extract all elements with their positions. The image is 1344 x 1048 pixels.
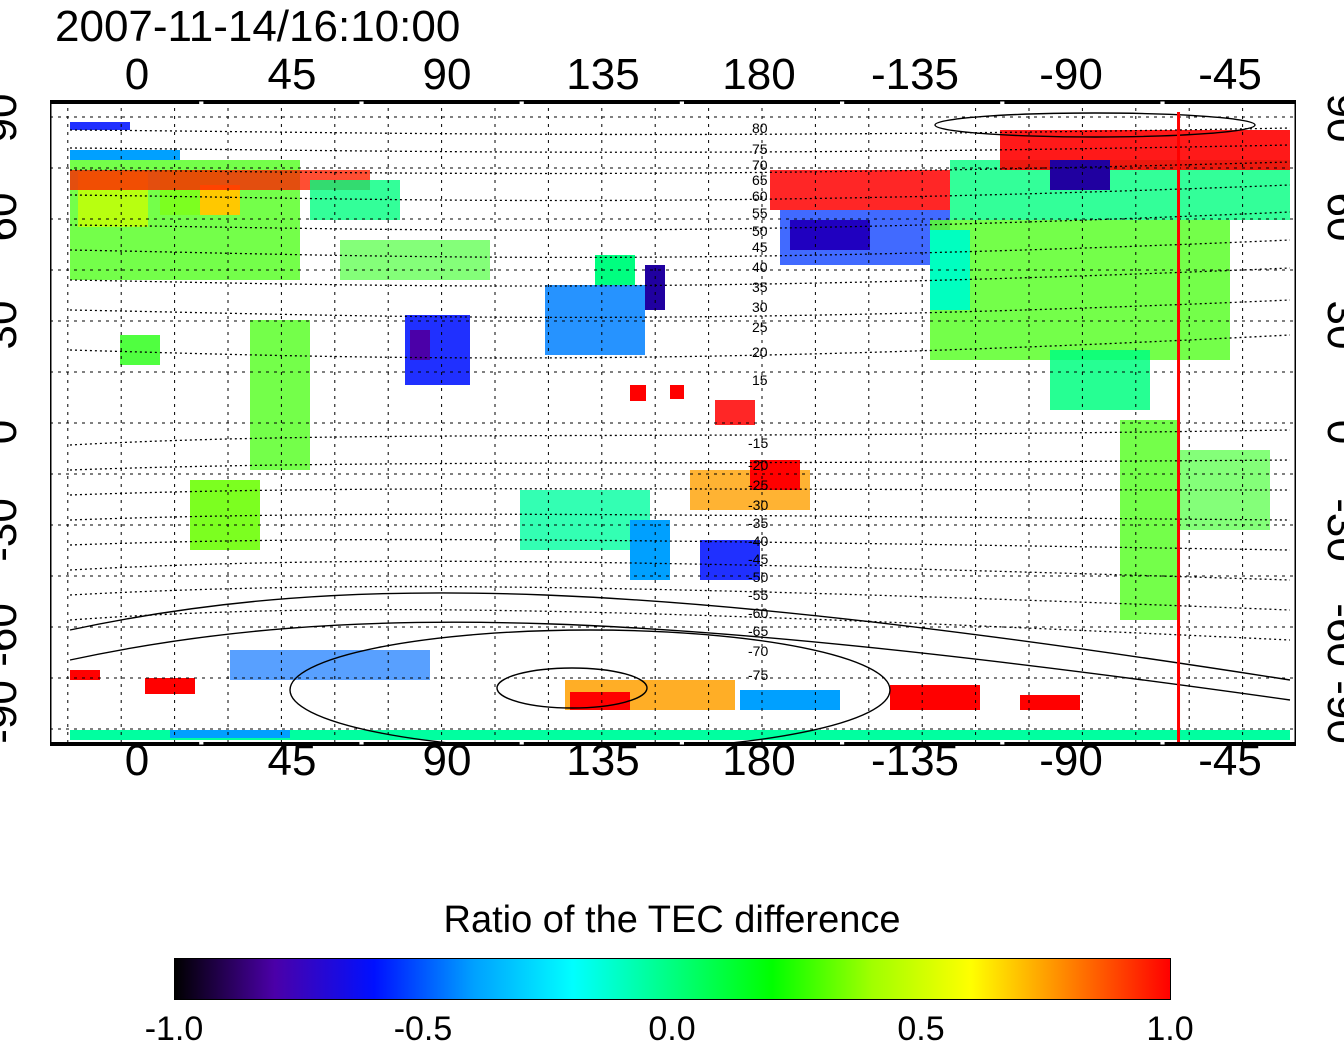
frame-tick-bar (1004, 100, 1161, 104)
contour-label: -60 (748, 605, 768, 621)
frame-tick-bar (523, 100, 680, 104)
lat-tick-right: 0 (1318, 420, 1344, 444)
lat-tick-left: 30 (0, 300, 26, 350)
colorbar (174, 958, 1171, 1000)
contour-label: 40 (752, 259, 768, 275)
contour-label: -65 (748, 623, 768, 639)
colorbar-tick: 0.5 (897, 1010, 945, 1048)
contour-label: 45 (752, 239, 768, 255)
contour-label: -35 (748, 515, 768, 531)
contour-label: 50 (752, 223, 768, 239)
contour-label: 55 (752, 205, 768, 221)
contour-label: -75 (748, 667, 768, 683)
contour-label: -20 (748, 457, 768, 473)
lat-tick-right: 30 (1318, 300, 1344, 350)
colorbar-tick: 1.0 (1146, 1010, 1194, 1048)
frame-tick-bar (844, 100, 1001, 104)
contour-label: -15 (748, 435, 768, 451)
lat-tick-right: -60 (1318, 603, 1344, 667)
frame-tick-bar (203, 100, 360, 104)
lat-tick-left: -30 (0, 498, 26, 562)
lon-tick-top: 180 (722, 50, 796, 99)
contour-label: 25 (752, 319, 768, 335)
contour-label: 15 (752, 372, 768, 388)
contour-label: 20 (752, 344, 768, 360)
lon-tick-top: 0 (124, 50, 150, 99)
contour-label: -45 (748, 551, 768, 567)
lon-tick-top: 90 (422, 50, 472, 99)
frame-tick-bar (844, 742, 1001, 746)
colorbar-tick: -1.0 (144, 1010, 204, 1048)
colorbar-tick: 0.0 (648, 1010, 696, 1048)
contour-label: -55 (748, 587, 768, 603)
contour-label: -30 (748, 497, 768, 513)
colorbar-tick: -0.5 (393, 1010, 453, 1048)
frame-tick-bar (523, 742, 680, 746)
lat-tick-right: 90 (1318, 93, 1344, 143)
lon-tick-top: 135 (566, 50, 640, 99)
contour-label: -50 (748, 569, 768, 585)
lat-tick-left: -60 (0, 603, 26, 667)
contour-label: -25 (748, 477, 768, 493)
contour-label-group: 80 75 70 65 60 55 50 45 40 35 30 25 20 1… (748, 120, 768, 683)
frame-tick-bar (203, 742, 360, 746)
contour-label: 75 (752, 141, 768, 157)
lon-tick-top: -90 (1039, 50, 1103, 99)
lat-tick-left: 90 (0, 93, 26, 143)
contour-lines (69, 127, 1291, 641)
frame-tick-bar (363, 100, 520, 104)
colorbar-title: Ratio of the TEC difference (443, 899, 901, 941)
frame-tick-bar (50, 100, 200, 104)
lat-tick-right: 60 (1318, 192, 1344, 242)
lat-tick-right: -90 (1318, 680, 1344, 744)
lon-tick-top: -45 (1198, 50, 1262, 99)
lat-tick-right: -30 (1318, 498, 1344, 562)
lon-tick-top: -135 (870, 50, 960, 99)
frame-tick-bar (684, 742, 840, 746)
contour-label: -40 (748, 533, 768, 549)
solid-contours (69, 112, 1291, 746)
contour-label: 70 (752, 157, 768, 173)
frame-tick-bar (1004, 742, 1161, 746)
lat-tick-left: 0 (0, 420, 26, 444)
contour-label: 65 (752, 172, 768, 188)
timestamp-title: 2007-11-14/16:10:00 (55, 2, 461, 51)
frame-tick-bar (363, 742, 520, 746)
tec-map: 80 75 70 65 60 55 50 45 40 35 30 25 20 1… (50, 100, 1296, 746)
contour-label: 35 (752, 279, 768, 295)
frame-tick-bar (50, 742, 200, 746)
contour-label: 60 (752, 188, 768, 204)
data-layer (70, 122, 1290, 740)
contour-label: -70 (748, 643, 768, 659)
lat-tick-left: -90 (0, 680, 26, 744)
lon-tick-top: 45 (267, 50, 317, 99)
lat-lon-grid (50, 100, 1296, 746)
lat-tick-left: 60 (0, 192, 26, 242)
frame-tick-bar (1164, 742, 1296, 746)
contour-label: 80 (752, 120, 768, 136)
frame-ticks (50, 100, 1296, 746)
contour-label: 30 (752, 299, 768, 315)
frame-tick-bar (1164, 100, 1296, 104)
frame-tick-bar (684, 100, 840, 104)
